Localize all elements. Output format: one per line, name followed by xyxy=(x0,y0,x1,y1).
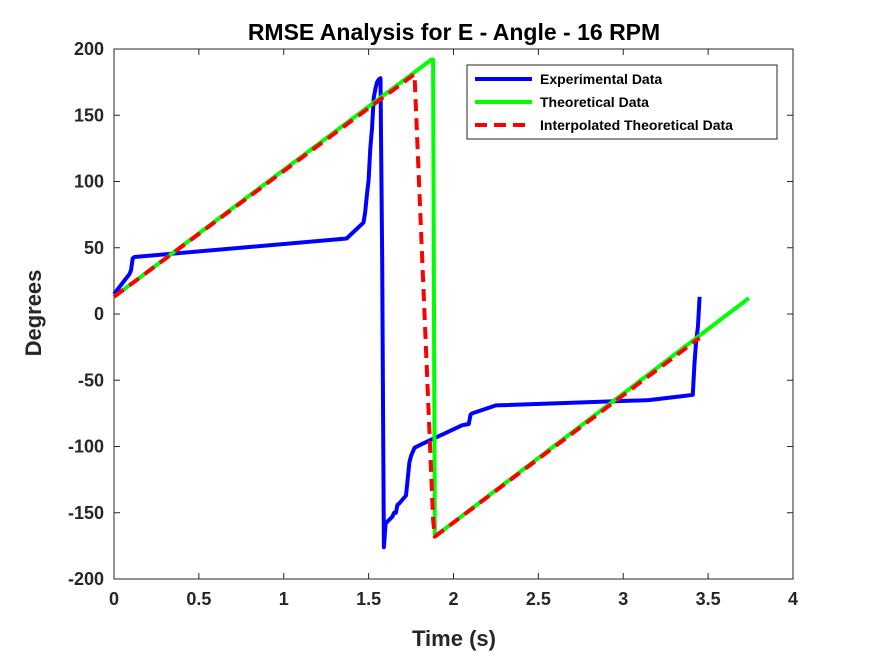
y-tick-label: 100 xyxy=(74,172,104,192)
y-tick-label: 200 xyxy=(74,39,104,59)
y-tick-label: 50 xyxy=(84,238,104,258)
x-tick-label: 4 xyxy=(788,589,798,609)
x-tick-label: 2.5 xyxy=(526,589,551,609)
chart-title: RMSE Analysis for E - Angle - 16 RPM xyxy=(248,19,660,45)
legend-entry-1: Experimental Data xyxy=(540,71,662,87)
series-line-3 xyxy=(112,72,701,539)
x-axis-label: Time (s) xyxy=(412,626,496,651)
legend-entry-2: Theoretical Data xyxy=(540,94,649,110)
x-tick-label: 1 xyxy=(279,589,289,609)
x-tick-label: 1.5 xyxy=(356,589,381,609)
series-line-1 xyxy=(112,76,702,550)
x-tick-label: 3.5 xyxy=(696,589,721,609)
legend-entry-3: Interpolated Theoretical Data xyxy=(540,117,733,133)
tick-layer: 0 0.5 1 1.5 2 2.5 3 3.5 4 -200 -150 -100 -50 0 50 100 15… xyxy=(68,39,798,609)
x-tick-label: 0.5 xyxy=(186,589,211,609)
legend: Experimental Data Theoretical Data Interpo… xyxy=(466,64,778,140)
y-tick-label: 150 xyxy=(74,105,104,125)
x-tick-label: 2 xyxy=(448,589,458,609)
y-tick-label: -50 xyxy=(78,370,104,390)
series-line-2 xyxy=(112,57,751,539)
x-tick-label: 0 xyxy=(109,589,119,609)
x-tick-label: 3 xyxy=(618,589,628,609)
y-axis-label: Degrees xyxy=(21,270,46,357)
y-tick-label: -200 xyxy=(68,569,104,589)
y-tick-label: -150 xyxy=(68,503,104,523)
y-tick-label: 0 xyxy=(94,304,104,324)
y-tick-label: -100 xyxy=(68,437,104,457)
series-layer xyxy=(112,57,751,550)
